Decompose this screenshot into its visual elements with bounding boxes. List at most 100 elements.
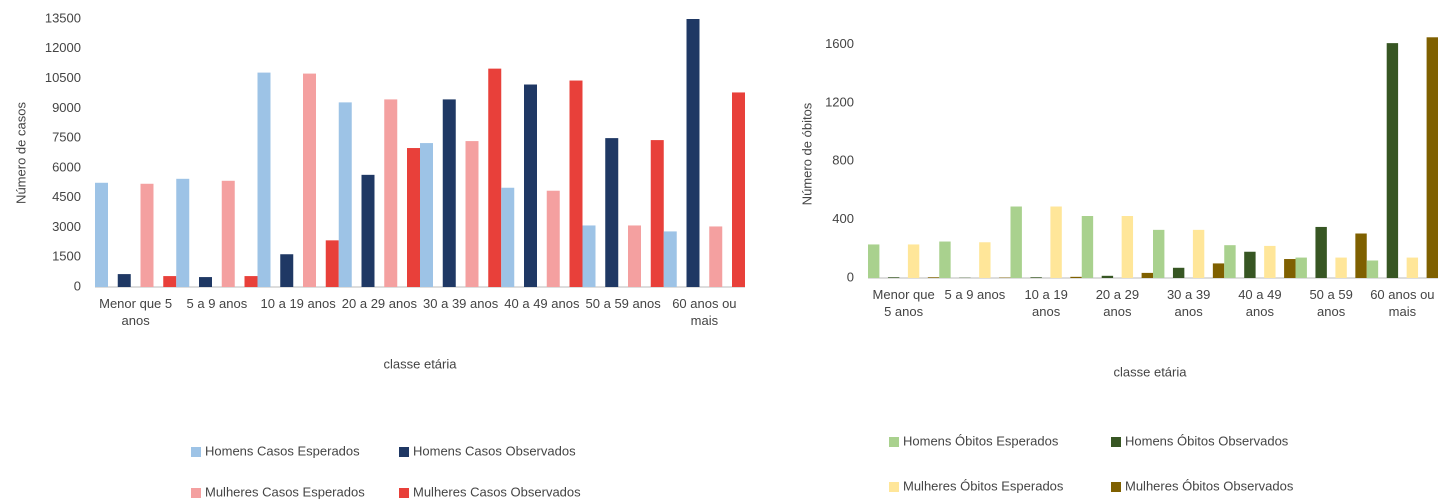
bar (1264, 245, 1276, 278)
y-tick-label: 0 (74, 278, 81, 293)
x-tick-label: 50 a 59 anos (1309, 287, 1353, 319)
legend-swatch (889, 482, 899, 492)
bar (1101, 275, 1114, 278)
bar (221, 180, 235, 287)
bar (1355, 233, 1367, 278)
bar (361, 174, 375, 287)
x-tick-label: 10 a 19 anos (260, 296, 336, 311)
bar (176, 178, 190, 287)
bar (140, 183, 154, 287)
bar (650, 140, 664, 287)
y-tick-label: 400 (832, 211, 854, 226)
y-tick-label: 1200 (825, 94, 854, 109)
bar (501, 187, 515, 287)
bar (868, 244, 880, 278)
bar (732, 92, 745, 288)
bar (1081, 216, 1094, 278)
bar (582, 225, 596, 287)
y-tick-label: 12000 (45, 40, 81, 55)
bar (442, 99, 456, 288)
bar (199, 277, 212, 287)
bar (907, 244, 920, 278)
bar (686, 19, 700, 287)
y-axis-title: Número de óbitos (799, 102, 814, 205)
bar (628, 225, 641, 287)
bar (163, 276, 177, 287)
bar (407, 148, 420, 287)
y-tick-label: 9000 (52, 100, 81, 115)
bar (325, 240, 339, 287)
y-tick-label: 1500 (52, 249, 81, 264)
bar (663, 231, 677, 287)
bar (384, 99, 398, 288)
bar (887, 277, 900, 278)
legend-label: Homens Casos Esperados (205, 443, 360, 458)
bar (605, 138, 619, 287)
bar (1153, 229, 1165, 278)
legend-swatch (399, 488, 409, 498)
bar (465, 141, 479, 287)
bar (488, 68, 502, 287)
bar (303, 73, 316, 287)
bar (1406, 257, 1419, 278)
x-axis-title: classe etária (1114, 364, 1188, 379)
x-tick-label: 40 a 49 anos (504, 296, 580, 311)
legend-label: Homens Óbitos Observados (1125, 433, 1289, 448)
bar (979, 242, 991, 278)
bar (1070, 276, 1082, 278)
bar (1295, 257, 1307, 278)
bar (1315, 226, 1327, 278)
x-tick-label: 20 a 29 anos (1095, 287, 1140, 319)
bar (569, 80, 583, 287)
bar (1244, 251, 1256, 278)
y-tick-label: 800 (832, 153, 854, 168)
y-tick-label: 3000 (52, 219, 81, 234)
legend-swatch (889, 437, 899, 447)
x-tick-label: 5 a 9 anos (944, 287, 1006, 302)
bar (1335, 257, 1347, 278)
bar (927, 277, 940, 278)
bar (546, 190, 560, 287)
y-tick-label: 1600 (825, 36, 854, 51)
legend-swatch (399, 447, 409, 457)
bar (1121, 216, 1134, 278)
y-tick-label: 6000 (52, 159, 81, 174)
y-tick-label: 7500 (52, 130, 81, 145)
bar (95, 182, 108, 287)
x-tick-label: 60 anos ou mais (672, 296, 737, 328)
bar (257, 72, 271, 287)
bar (1386, 43, 1399, 279)
x-tick-label: 20 a 29 anos (341, 296, 417, 311)
bar (1224, 245, 1236, 278)
bar (1172, 267, 1185, 278)
x-tick-label: Menor que 5 anos (872, 287, 935, 319)
bar (1010, 206, 1022, 278)
bar (524, 84, 537, 287)
x-tick-label: 40 a 49 anos (1238, 287, 1282, 319)
legend-label: Mulheres Casos Esperados (205, 484, 365, 499)
x-tick-label: 10 a 19 anos (1024, 287, 1068, 319)
legend-swatch (191, 447, 201, 457)
bar (117, 274, 131, 287)
x-tick-label: Menor que 5 anos (99, 296, 173, 328)
legend-label: Mulheres Casos Observados (413, 484, 581, 499)
bar (1212, 263, 1225, 278)
bar (244, 276, 258, 287)
y-tick-label: 13500 (45, 10, 81, 25)
bar (1050, 206, 1062, 278)
legend-swatch (1111, 437, 1121, 447)
bar (1141, 272, 1153, 278)
bar (338, 102, 352, 287)
x-axis-title: classe etária (384, 356, 458, 371)
bar (1030, 277, 1042, 278)
x-tick-label: 60 anos ou mais (1370, 287, 1435, 319)
legend-label: Mulheres Óbitos Esperados (903, 478, 1064, 493)
bar (1284, 259, 1296, 278)
x-tick-label: 30 a 39 anos (423, 296, 499, 311)
x-tick-label: 5 a 9 anos (186, 296, 248, 311)
bar (1192, 229, 1205, 278)
y-tick-label: 0 (847, 269, 854, 284)
legend-swatch (191, 488, 201, 498)
legend-label: Homens Óbitos Esperados (903, 433, 1059, 448)
